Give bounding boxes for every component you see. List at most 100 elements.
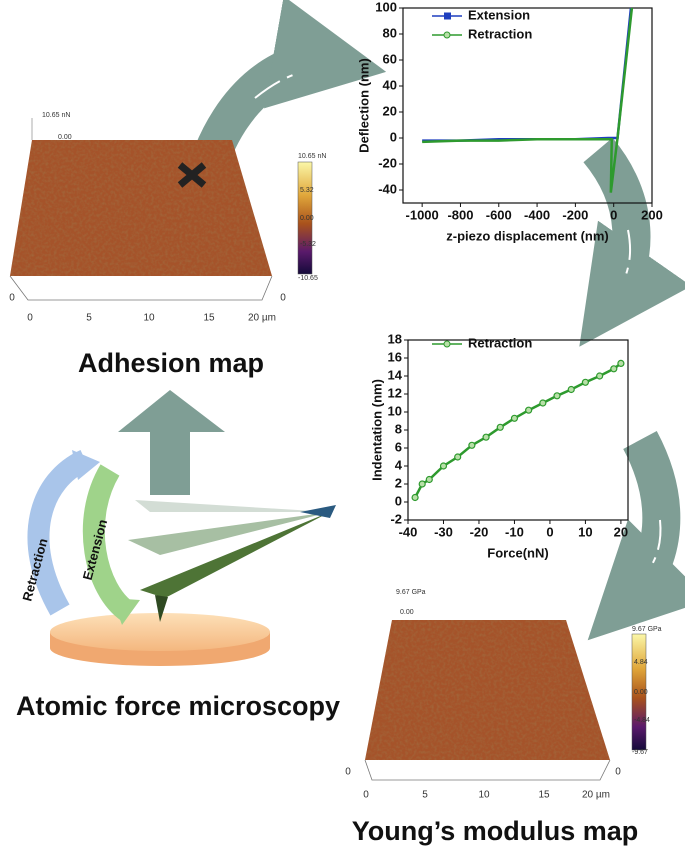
title: Adhesion map — [78, 348, 264, 378]
x-tick-label: 20 µm — [582, 790, 610, 801]
adhesion-surface — [9, 118, 313, 301]
point — [496, 423, 504, 431]
x-tick-label: -800 — [447, 207, 473, 222]
x-tick-label: 20 µm — [248, 313, 276, 324]
point — [510, 414, 519, 422]
y-tick-label: 20 — [383, 103, 397, 118]
modulus-surface — [364, 620, 647, 781]
legend-label: Retraction — [468, 335, 532, 350]
colorbar-label: -10.65 — [298, 275, 318, 282]
up-arrow — [118, 390, 225, 495]
y-tick-label: 16 — [388, 349, 402, 364]
legend-marker — [443, 340, 451, 348]
y-tick-label: 2 — [395, 475, 402, 490]
colorbar-label: 0.00 — [300, 215, 314, 222]
point — [539, 399, 547, 407]
y-axis-label: Indentation (nm) — [369, 379, 384, 481]
colorbar-label: -9.67 — [632, 749, 648, 756]
x-tick-label: 20 — [614, 524, 628, 539]
x-tick-label: 10 — [478, 790, 490, 801]
z-label: 9.67 GPa — [396, 589, 426, 596]
x-tick-label: 10 — [143, 313, 155, 324]
legend-marker — [444, 12, 451, 20]
colorbar-label: -4.84 — [634, 717, 650, 724]
y-tick-label: 80 — [383, 25, 397, 40]
colorbar-label: 9.67 GPa — [632, 626, 662, 633]
colorbar-label: 4.84 — [634, 659, 648, 666]
x-tick-label: 15 — [203, 313, 215, 324]
corner-label: 0 — [9, 293, 15, 304]
point — [418, 480, 426, 488]
point — [553, 392, 561, 400]
point — [525, 406, 533, 414]
x-tick-label: -30 — [434, 524, 453, 539]
legend-label: Retraction — [468, 26, 532, 41]
corner-label: 0 — [615, 767, 621, 778]
series-line — [413, 362, 622, 499]
x-tick-label: 200 — [641, 207, 663, 222]
point — [567, 385, 575, 394]
y-tick-label: -2 — [390, 511, 402, 526]
x-tick-label: -40 — [399, 524, 418, 539]
legend-label: Extension — [468, 7, 530, 22]
x-tick-label: 0 — [546, 524, 553, 539]
x-tick-label: -20 — [470, 524, 489, 539]
y-tick-label: 60 — [383, 51, 397, 66]
x-tick-label: -400 — [524, 207, 550, 222]
point — [439, 462, 448, 470]
y-tick-label: -40 — [378, 181, 397, 196]
title: Young’s modulus map — [352, 816, 639, 846]
afm-drawing — [27, 449, 336, 666]
y-tick-label: 6 — [395, 439, 402, 454]
x-tick-label: 0 — [363, 790, 369, 801]
point — [482, 433, 490, 441]
series-line — [422, 7, 634, 193]
y-tick-label: 0 — [395, 493, 402, 508]
y-tick-label: 18 — [388, 331, 402, 346]
colorbar-label: 10.65 nN — [298, 153, 326, 160]
point — [425, 475, 433, 484]
point — [610, 365, 618, 373]
y-tick-label: 100 — [375, 0, 397, 14]
x-tick-label: 0 — [27, 313, 33, 324]
x-tick-label: -200 — [562, 207, 588, 222]
x-tick-label: 10 — [578, 524, 592, 539]
point — [468, 441, 476, 449]
y-tick-label: 10 — [388, 403, 402, 418]
x-axis-label: Force(nN) — [487, 545, 548, 560]
z-label: 10.65 nN — [42, 112, 70, 119]
point — [454, 453, 462, 461]
point — [581, 378, 590, 386]
y-tick-label: 0 — [390, 129, 397, 144]
x-tick-label: -10 — [505, 524, 524, 539]
z-label: 0.00 — [58, 134, 72, 141]
y-axis-label: Deflection (nm) — [356, 58, 371, 153]
legend-marker — [443, 31, 451, 39]
y-tick-label: -20 — [378, 155, 397, 170]
point — [596, 372, 604, 380]
arrow-highlights — [254, 67, 662, 569]
corner-label: 0 — [345, 767, 351, 778]
y-tick-label: 12 — [388, 385, 402, 400]
plot-frame — [407, 339, 629, 521]
plot-frame — [402, 7, 653, 204]
z-label: 0.00 — [400, 609, 414, 616]
y-tick-label: 14 — [388, 367, 403, 382]
colorbar-label: 0.00 — [634, 689, 648, 696]
x-tick-label: 15 — [538, 790, 550, 801]
corner-label: 0 — [280, 293, 286, 304]
x-axis-label: z-piezo displacement (nm) — [446, 228, 609, 243]
point — [411, 493, 419, 502]
x-tick-label: 5 — [422, 790, 428, 801]
point — [617, 359, 625, 367]
y-tick-label: 40 — [383, 77, 397, 92]
title: Atomic force microscopy — [16, 691, 340, 721]
x-tick-label: 0 — [610, 207, 617, 222]
x-tick-label: -1000 — [406, 207, 439, 222]
y-tick-label: 8 — [395, 421, 402, 436]
y-tick-label: 4 — [395, 457, 403, 472]
colorbar-label: 5.32 — [300, 187, 314, 194]
colorbar-label: -5.32 — [300, 241, 316, 248]
x-tick-label: -600 — [486, 207, 512, 222]
